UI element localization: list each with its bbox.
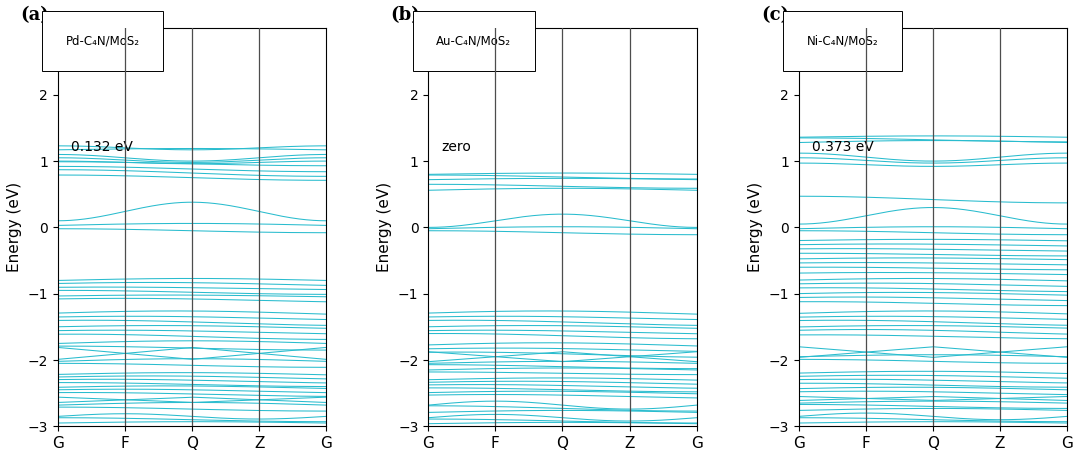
- Text: 3: 3: [428, 11, 436, 24]
- Text: Pd-C₄N/MoS₂: Pd-C₄N/MoS₂: [66, 34, 139, 48]
- Text: Au-C₄N/MoS₂: Au-C₄N/MoS₂: [436, 34, 511, 48]
- Text: 0.132 eV: 0.132 eV: [71, 140, 133, 154]
- Y-axis label: Energy (eV): Energy (eV): [6, 182, 22, 273]
- Text: 3: 3: [57, 11, 66, 24]
- Text: 3: 3: [799, 11, 807, 24]
- Text: (b): (b): [391, 6, 420, 24]
- Text: 0.373 eV: 0.373 eV: [812, 140, 874, 154]
- Y-axis label: Energy (eV): Energy (eV): [377, 182, 392, 273]
- Text: (a): (a): [21, 6, 49, 24]
- Text: Ni-C₄N/MoS₂: Ni-C₄N/MoS₂: [807, 34, 878, 48]
- Y-axis label: Energy (eV): Energy (eV): [747, 182, 762, 273]
- Text: zero: zero: [442, 140, 472, 154]
- Text: (c): (c): [761, 6, 789, 24]
